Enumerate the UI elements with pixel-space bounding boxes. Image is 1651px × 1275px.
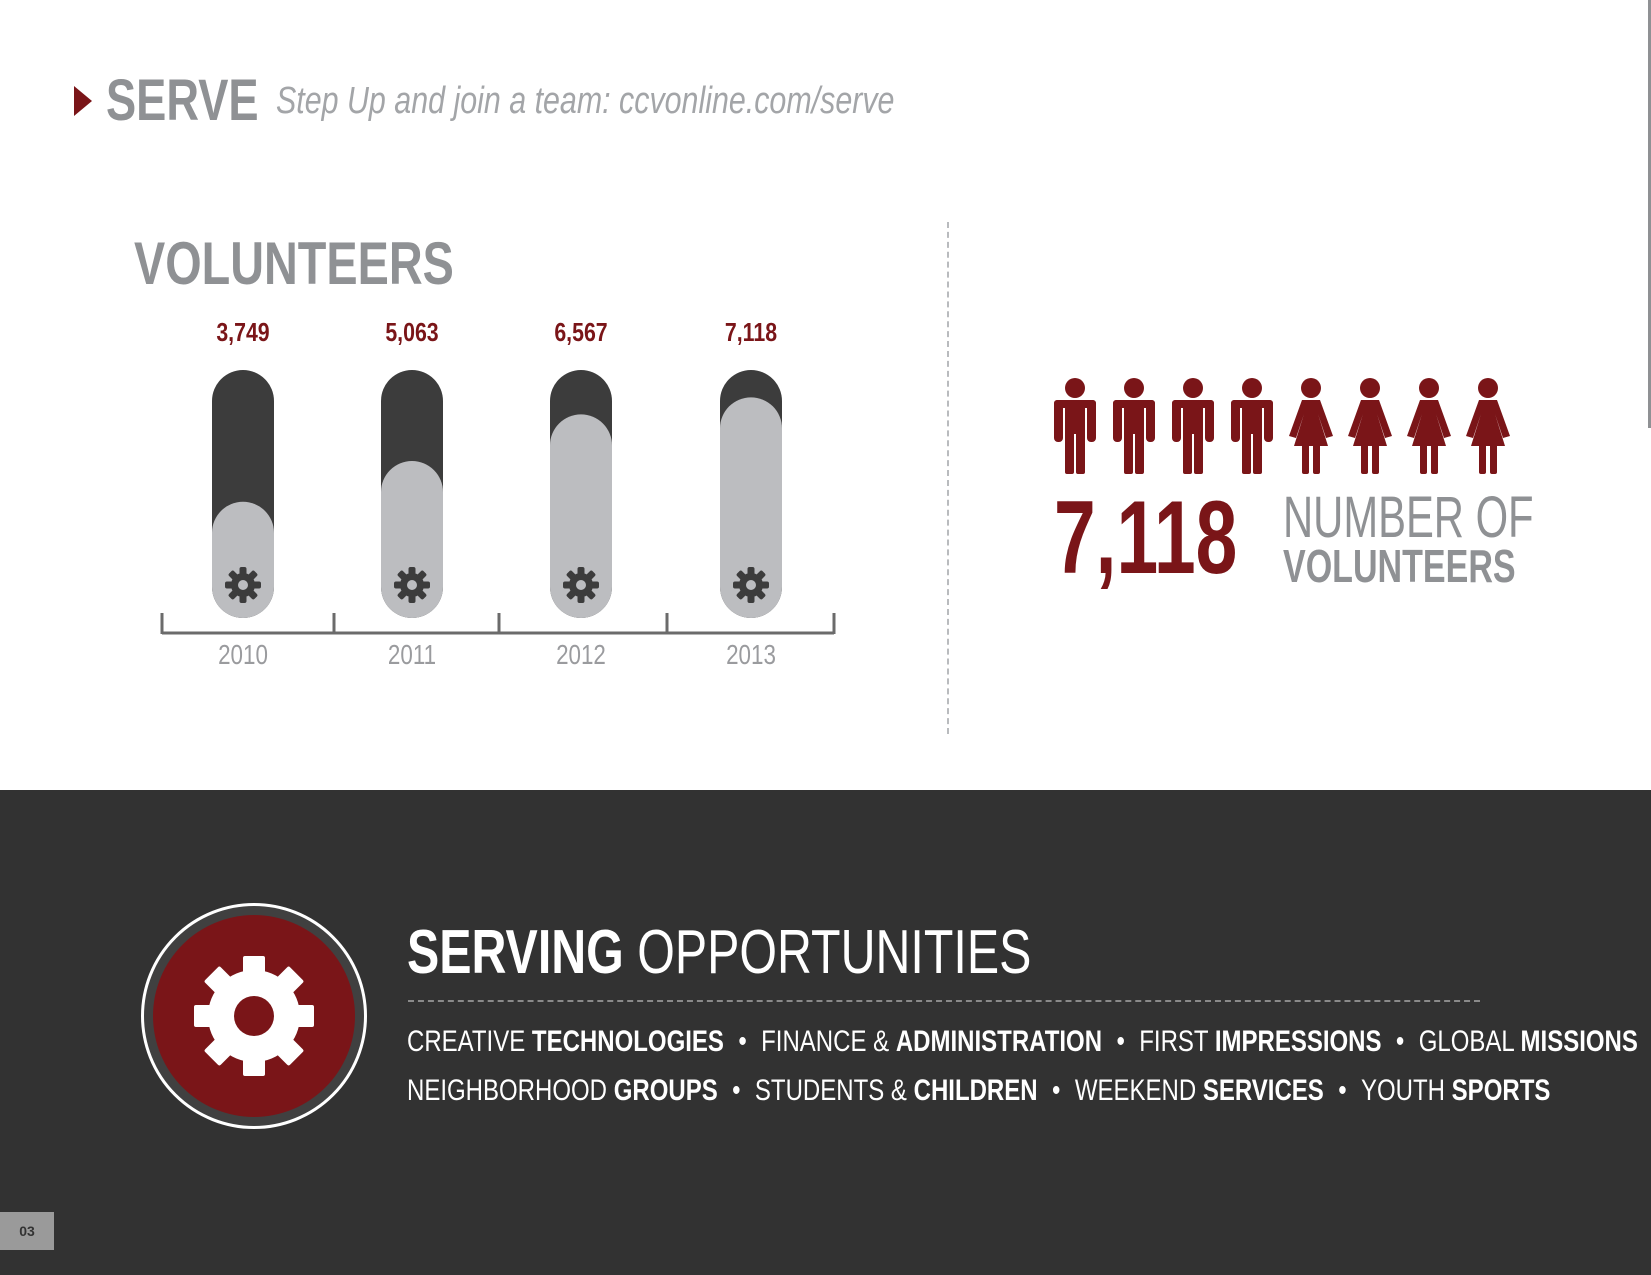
dashed-rule	[408, 1000, 1480, 1002]
gear-icon	[563, 567, 599, 603]
serving-title-light: OPPORTUNITIES	[637, 918, 1032, 987]
gear-icon	[194, 956, 314, 1076]
opportunity-prefix: YOUTH	[1361, 1074, 1452, 1107]
x-axis	[160, 613, 836, 635]
gear-icon	[394, 567, 430, 603]
volunteer-total: 7,118	[1054, 480, 1238, 596]
gear-icon	[225, 567, 261, 603]
man-icon	[1231, 378, 1273, 474]
man-icon	[1113, 378, 1155, 474]
opportunity-prefix: GLOBAL	[1418, 1025, 1521, 1058]
opportunity-item: NEIGHBORHOOD GROUPS	[407, 1074, 718, 1107]
opportunity-name: ADMINISTRATION	[895, 1025, 1103, 1058]
opportunity-prefix: FINANCE &	[761, 1025, 896, 1058]
section-subtitle: Step Up and join a team: ccvonline.com/s…	[276, 80, 895, 122]
opportunity-item: GLOBAL MISSIONS	[1419, 1025, 1638, 1058]
tick-label-2010: 2010	[218, 640, 268, 671]
woman-icon	[1348, 378, 1392, 474]
bar-2012	[550, 414, 612, 618]
opportunity-prefix: CREATIVE	[407, 1025, 532, 1058]
bullet-separator: •	[738, 1025, 747, 1058]
opportunity-name: SPORTS	[1451, 1074, 1551, 1107]
opportunity-prefix: NEIGHBORHOOD	[407, 1074, 614, 1107]
play-arrow-icon	[74, 86, 92, 116]
tick-label-2012: 2012	[556, 640, 606, 671]
page-edge-bar	[1648, 0, 1651, 428]
value-label-2010: 3,749	[216, 320, 269, 348]
man-icon	[1172, 378, 1214, 474]
tick-label-2013: 2013	[726, 640, 776, 671]
opportunity-name: TECHNOLOGIES	[531, 1025, 724, 1058]
bar-2011	[381, 461, 443, 618]
opportunity-item: CREATIVE TECHNOLOGIES	[407, 1025, 724, 1058]
opportunity-name: MISSIONS	[1520, 1025, 1638, 1058]
gear-icon	[733, 567, 769, 603]
opportunities-line-2: NEIGHBORHOOD GROUPS • STUDENTS & CHILDREN •…	[407, 1073, 1550, 1109]
volunteers-bar-chart: 3,749 2010 5,063 2011 6,567 2012 7,118 2013	[160, 320, 836, 671]
bar-2010	[212, 501, 274, 618]
bullet-separator: •	[1338, 1074, 1347, 1107]
woman-icon	[1407, 378, 1451, 474]
woman-icon	[1466, 378, 1510, 474]
opportunity-name: GROUPS	[613, 1074, 718, 1107]
stat-label-number-of: NUMBER OF	[1283, 485, 1534, 550]
bar-group-2011: 5,063 2011	[381, 320, 443, 671]
woman-icon	[1289, 378, 1333, 474]
page-number: 03	[0, 1212, 54, 1250]
section-title: SERVE	[106, 68, 259, 133]
opportunity-name: CHILDREN	[913, 1074, 1038, 1107]
bullet-separator: •	[1052, 1074, 1061, 1107]
vertical-divider	[947, 222, 949, 734]
tick-label-2011: 2011	[388, 640, 436, 671]
opportunity-item: FIRST IMPRESSIONS	[1139, 1025, 1381, 1058]
page-header: SERVE Step Up and join a team: ccvonline…	[74, 68, 1174, 133]
opportunity-item: STUDENTS & CHILDREN	[755, 1074, 1038, 1107]
man-icon	[1054, 378, 1096, 474]
people-icon-row	[1054, 378, 1510, 474]
bullet-separator: •	[1116, 1025, 1125, 1058]
opportunity-item: FINANCE & ADMINISTRATION	[761, 1025, 1102, 1058]
opportunities-line-1: CREATIVE TECHNOLOGIES • FINANCE & ADMINIST…	[407, 1024, 1638, 1060]
stat-label-volunteers: VOLUNTEERS	[1283, 540, 1516, 592]
bar-group-2013: 7,118 2013	[720, 320, 782, 671]
opportunity-prefix: WEEKEND	[1074, 1074, 1203, 1107]
bar-2013	[720, 397, 782, 618]
value-label-2011: 5,063	[385, 320, 438, 348]
serving-title-bold: SERVING	[407, 918, 624, 987]
opportunity-item: YOUTH SPORTS	[1361, 1074, 1550, 1107]
chart-title: VOLUNTEERS	[134, 230, 454, 297]
bar-group-2010: 3,749 2010	[212, 320, 274, 671]
opportunity-name: IMPRESSIONS	[1214, 1025, 1382, 1058]
opportunity-prefix: STUDENTS &	[754, 1074, 914, 1107]
bullet-separator: •	[732, 1074, 741, 1107]
bullet-separator: •	[1395, 1025, 1405, 1058]
opportunity-prefix: FIRST	[1139, 1025, 1215, 1058]
value-label-2012: 6,567	[554, 320, 607, 348]
bar-group-2012: 6,567 2012	[550, 320, 612, 671]
value-label-2013: 7,118	[725, 320, 777, 348]
opportunity-item: WEEKEND SERVICES	[1075, 1074, 1324, 1107]
serving-title: SERVING OPPORTUNITIES	[407, 920, 1031, 986]
opportunity-name: SERVICES	[1202, 1074, 1324, 1107]
